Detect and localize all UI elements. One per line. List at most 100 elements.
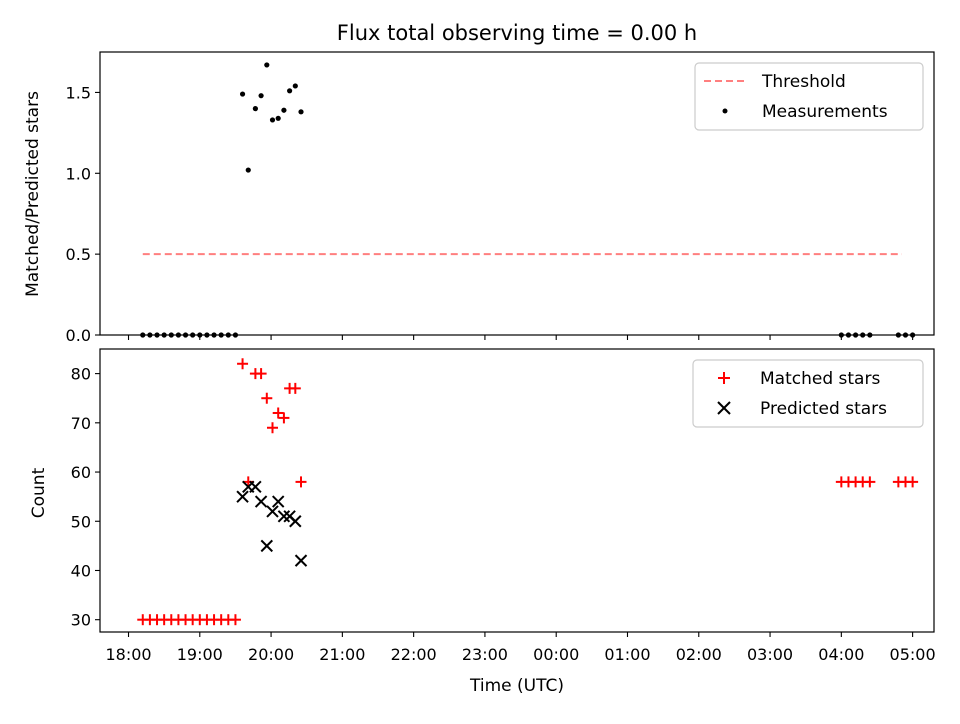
measurement-point	[168, 332, 174, 338]
top-panel: 0.0 0.5 1.0 1.5 Matched/Predicted stars Thr…	[23, 51, 935, 345]
legend-predicted-label: Predicted stars	[760, 399, 887, 419]
measurement-point	[182, 332, 189, 338]
measurement-point	[175, 332, 182, 338]
matched-stars-point	[237, 358, 249, 370]
measurement-point	[190, 332, 196, 338]
top-y-tick-label: 1.0	[66, 164, 91, 183]
x-tick-label: 02:00	[676, 645, 722, 664]
top-y-tick-label: 0.5	[66, 245, 91, 264]
measurement-point	[845, 332, 852, 338]
x-tick-label: 20:00	[248, 645, 294, 664]
x-tick-label: 19:00	[177, 645, 223, 664]
top-y-tick-label: 0.0	[66, 326, 91, 345]
measurement-point	[161, 332, 167, 338]
measurement-point	[225, 332, 231, 338]
predicted-stars-point	[277, 510, 291, 523]
predicted-stars-point	[271, 495, 285, 508]
x-tick-label: 04:00	[818, 645, 864, 664]
matched-stars-point	[295, 476, 307, 488]
bottom-panel: 30 40 50 60 70 80 18:00 19:00 20:00 21:00 22:00 23…	[29, 348, 936, 696]
predicted-stars-point	[249, 480, 262, 494]
measurement-point	[902, 332, 909, 338]
x-tick-label: 18:00	[105, 645, 151, 664]
bottom-y-ticks: 30 40 50 60 70 80	[71, 365, 100, 630]
top-legend: Threshold Measurements	[694, 62, 924, 131]
predicted-stars-point	[294, 554, 308, 567]
bottom-y-tick-label: 70	[71, 414, 91, 433]
x-tick-label: 22:00	[391, 645, 437, 664]
bottom-y-tick-label: 50	[71, 512, 91, 531]
bottom-y-tick-label: 40	[71, 561, 91, 580]
legend-threshold-label: Threshold	[761, 72, 846, 92]
bottom-y-tick-label: 80	[71, 365, 91, 384]
top-y-tick-label: 1.5	[66, 83, 91, 102]
measurement-point	[281, 107, 287, 113]
x-diag-2	[249, 480, 262, 494]
bottom-axes-frame	[99, 348, 935, 633]
measurement-point	[292, 83, 298, 89]
bottom-legend-box	[692, 359, 924, 428]
legend-predicted-swatch	[717, 401, 731, 415]
matched-stars-point	[864, 476, 876, 488]
bottom-legend: Matched stars Predicted stars	[692, 359, 924, 428]
x-tick-label: 21:00	[319, 645, 365, 664]
measurement-point	[140, 332, 146, 338]
predicted-stars-point	[266, 505, 279, 518]
x-diag-2	[254, 495, 268, 508]
measurement-point	[867, 332, 873, 338]
measurement-point	[275, 115, 281, 121]
bottom-y-tick-label: 60	[71, 463, 91, 482]
x-diag-2	[277, 510, 291, 523]
x-diag-2	[236, 490, 249, 503]
measurements-series	[140, 62, 916, 338]
measurement-point	[287, 88, 293, 94]
matched-stars-point	[278, 412, 290, 424]
measurement-point	[232, 332, 239, 338]
top-y-axis-label: Matched/Predicted stars	[23, 91, 43, 297]
predicted-stars-point	[254, 495, 268, 508]
matched-stars-point	[907, 476, 919, 488]
x-diag-2	[260, 539, 274, 553]
matched-stars-point	[261, 392, 273, 404]
top-axes-frame	[99, 51, 935, 336]
matched-stars-point	[267, 422, 279, 434]
bottom-y-tick-label: 30	[71, 611, 91, 630]
bottom-x-ticks: 18:00 19:00 20:00 21:00 22:00 23:00 00:00 01:00…	[105, 632, 936, 664]
measurement-point	[269, 117, 276, 123]
measurement-point	[245, 167, 251, 173]
measurement-point	[239, 91, 246, 97]
matched-stars-point	[229, 614, 241, 626]
matched-stars-point	[272, 407, 284, 419]
bottom-y-axis-label: Count	[29, 467, 49, 518]
x-diag-2	[266, 505, 279, 518]
predicted-stars-point	[236, 490, 249, 503]
measurement-point	[258, 93, 264, 99]
matched-stars-point	[289, 382, 301, 394]
measurement-point	[218, 332, 224, 338]
x-tick-label: 23:00	[462, 645, 508, 664]
measurement-point	[838, 332, 844, 338]
legend-matched-label: Matched stars	[760, 369, 880, 389]
x-diag-2	[289, 515, 302, 528]
matched-stars-point	[255, 368, 267, 380]
x-tick-label: 01:00	[604, 645, 650, 664]
x-diag-2	[294, 554, 308, 567]
measurement-point	[264, 62, 270, 68]
x-axis-label: Time (UTC)	[469, 676, 564, 696]
top-x-ticks	[127, 335, 914, 340]
measurement-point	[895, 332, 901, 338]
x-tick-label: 03:00	[747, 645, 793, 664]
measurement-point	[298, 109, 304, 115]
measurement-point	[147, 332, 153, 338]
measurement-point	[211, 332, 217, 338]
legend-measurements-label: Measurements	[762, 102, 888, 122]
legend-matched-swatch	[718, 372, 730, 384]
measurement-point	[910, 332, 916, 338]
top-legend-box	[694, 62, 924, 131]
x-tick-label: 05:00	[890, 645, 936, 664]
x-tick-label: 00:00	[533, 645, 579, 664]
star-count-series	[137, 358, 919, 626]
measurement-point	[154, 332, 160, 338]
measurement-point	[252, 106, 258, 112]
